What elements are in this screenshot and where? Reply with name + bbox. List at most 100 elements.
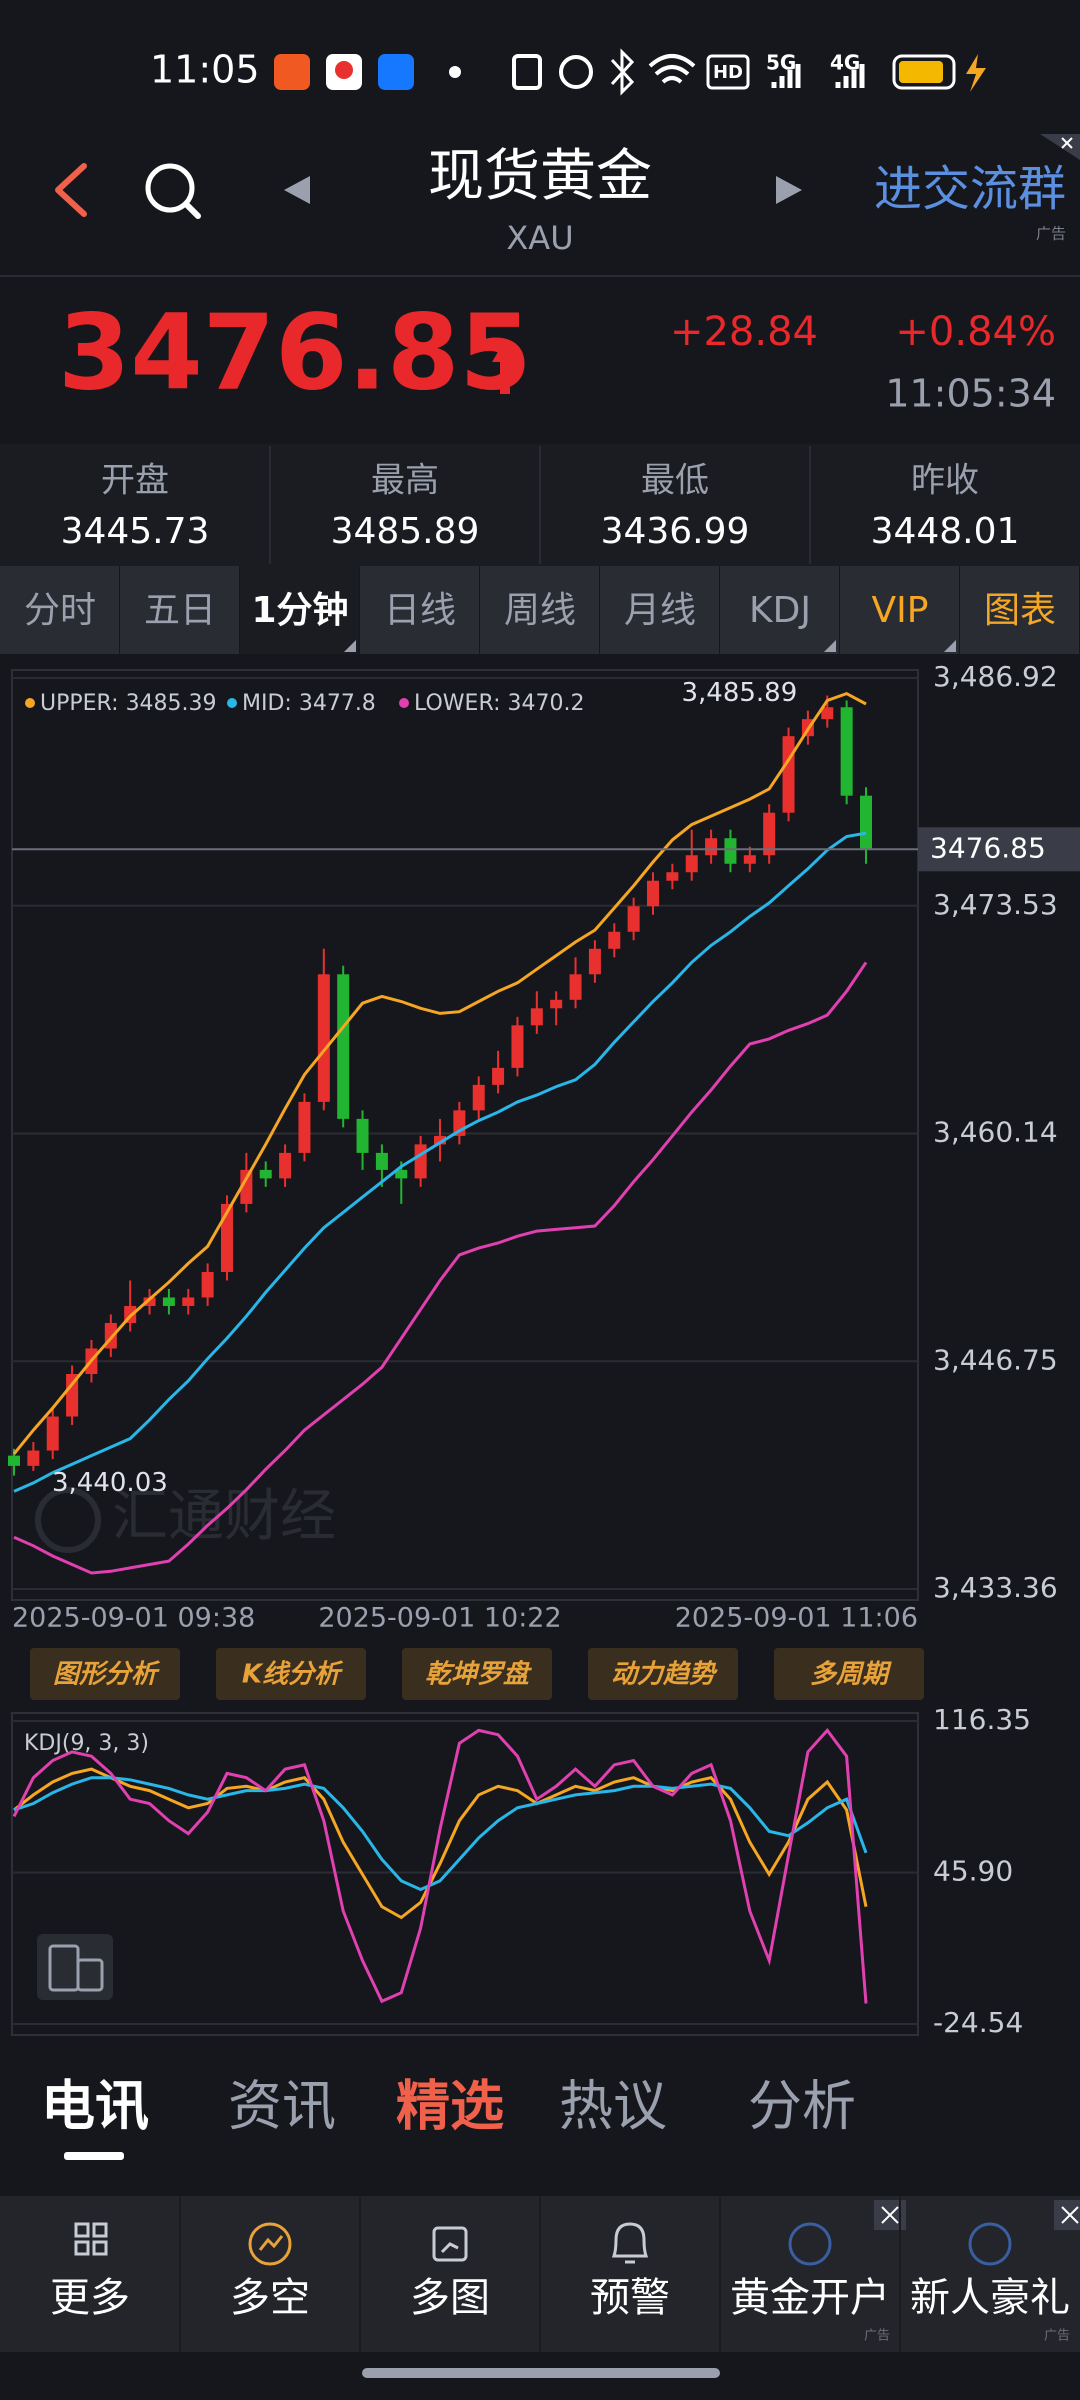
nav-icon [92, 2222, 108, 2238]
candle-body [511, 1025, 524, 1068]
tab-label: 月线 [624, 590, 696, 631]
candle-body [46, 1416, 59, 1451]
tab-label: 日线 [384, 590, 456, 631]
nav-item[interactable]: 预警 [590, 2222, 670, 2321]
news-tab[interactable]: 电讯 [41, 2075, 149, 2138]
signal-icon [771, 64, 801, 88]
stat-value: 3485.89 [331, 511, 480, 552]
legend-name: LOWER [414, 691, 493, 716]
stat-value: 3448.01 [871, 511, 1020, 552]
nfc-icon [512, 54, 542, 90]
home-indicator [362, 2368, 720, 2378]
watermark-logo [35, 1487, 101, 1553]
price-chart: 3,486.92 3,473.53 3,460.14 3,446.75 3,433.36… [8, 660, 1080, 1634]
x-tick-label: 2025-09-01 09:38 [12, 1603, 255, 1634]
legend-sep: : [284, 691, 298, 716]
legend-value: 3485.39 [126, 691, 217, 716]
period-tab[interactable]: 月线 [600, 566, 719, 654]
search-button[interactable] [145, 163, 201, 219]
boll-line [13, 831, 867, 1493]
rotate-button[interactable] [37, 1934, 113, 2000]
candle-body [434, 1135, 446, 1145]
nav-icon [258, 2235, 284, 2251]
nav-label: 多图 [410, 2275, 490, 2321]
tab-label: KDJ [749, 590, 811, 631]
nav-icon [432, 2226, 468, 2262]
news-tab[interactable]: 分析 [748, 2075, 856, 2138]
tab-corner [824, 640, 836, 652]
tool-button[interactable]: K线分析 [216, 1648, 366, 1700]
period-tab[interactable]: 五日 [120, 566, 239, 654]
legend-entry: MID: 3477.8 [242, 691, 376, 716]
tool-button[interactable]: 多周期 [774, 1648, 924, 1700]
period-tab[interactable]: KDJ [720, 566, 839, 654]
candle-body [317, 974, 330, 1102]
period-tab[interactable]: 日线 [360, 566, 479, 654]
news-tabs: 电讯 资讯 精选 热议 分析 [41, 2075, 856, 2160]
battery-level [899, 61, 943, 83]
period-tab[interactable]: 周线 [480, 566, 599, 654]
nav-item[interactable]: 多空 [230, 2222, 310, 2321]
candle-body [201, 1271, 214, 1298]
search-handle [183, 201, 201, 219]
tool-button[interactable]: 图形分析 [30, 1648, 180, 1700]
candle-body [821, 707, 834, 720]
kdj-line [13, 1776, 868, 1892]
nav-icon [611, 2222, 649, 2264]
nav-label: 黄金开户 [730, 2275, 890, 2321]
y-tick-label: 3,446.75 [933, 1343, 1058, 1376]
x-tick-label: 2025-09-01 11:06 [675, 1603, 918, 1634]
legend-sep: : [111, 691, 125, 716]
ad-link[interactable]: 进交流群 [874, 161, 1066, 217]
tool-button-label: K线分析 [242, 1660, 344, 1690]
legend-dot [399, 698, 409, 708]
period-tab[interactable]: VIP [840, 566, 959, 654]
nav-label: 多空 [230, 2275, 310, 2321]
nav-close-bg[interactable] [1054, 2200, 1080, 2230]
period-tab[interactable]: 1分钟 [240, 566, 359, 654]
nav-item[interactable]: 多图 [410, 2226, 490, 2321]
period-tab[interactable]: 图表 [960, 566, 1079, 654]
news-tab[interactable]: 资讯 [228, 2075, 336, 2138]
rotate-bg [37, 1934, 113, 2000]
stat-value: 3445.73 [61, 511, 210, 552]
ad-close [1061, 137, 1073, 149]
candle-body [860, 795, 872, 850]
tab-label: 周线 [504, 590, 576, 631]
nav-item[interactable]: 更多 [50, 2222, 130, 2321]
candle-body [763, 812, 776, 856]
news-tab[interactable]: 精选 [396, 2075, 504, 2138]
prev-button[interactable] [284, 176, 310, 204]
nav-close [1061, 2206, 1079, 2224]
legend-entry: LOWER: 3470.2 [414, 691, 584, 716]
stat-value: 3436.99 [601, 511, 750, 552]
tool-button[interactable]: 动力趋势 [588, 1648, 738, 1700]
next-button[interactable] [776, 176, 802, 204]
nav-icon [440, 2242, 459, 2254]
ad-tag: 广告 [1036, 225, 1066, 243]
nav-label: 预警 [590, 2275, 670, 2321]
candle-body [240, 1169, 253, 1204]
price-change: +28.84 [670, 309, 818, 355]
boll-line [13, 961, 868, 1575]
period-tab[interactable]: 分时 [0, 566, 119, 654]
kdj-chart-frame [11, 1712, 919, 2036]
tool-button[interactable]: 乾坤罗盘 [402, 1648, 552, 1700]
tool-button-bg [402, 1648, 552, 1700]
candle-body [375, 1152, 388, 1170]
back-button[interactable] [55, 163, 87, 217]
stat-label: 开盘 [101, 461, 169, 501]
tab-label: 1分钟 [251, 590, 348, 631]
status-time: 11:05 [150, 48, 260, 92]
candle-body [279, 1152, 292, 1179]
candle-body [356, 1118, 369, 1153]
candle-body [608, 931, 621, 949]
tab-label: VIP [872, 590, 929, 631]
tool-button-label: 乾坤罗盘 [425, 1660, 533, 1690]
candle-body [492, 1067, 505, 1085]
news-tab[interactable]: 热议 [559, 2075, 667, 2138]
tab-bg [360, 566, 479, 654]
tab-bg [720, 566, 839, 654]
